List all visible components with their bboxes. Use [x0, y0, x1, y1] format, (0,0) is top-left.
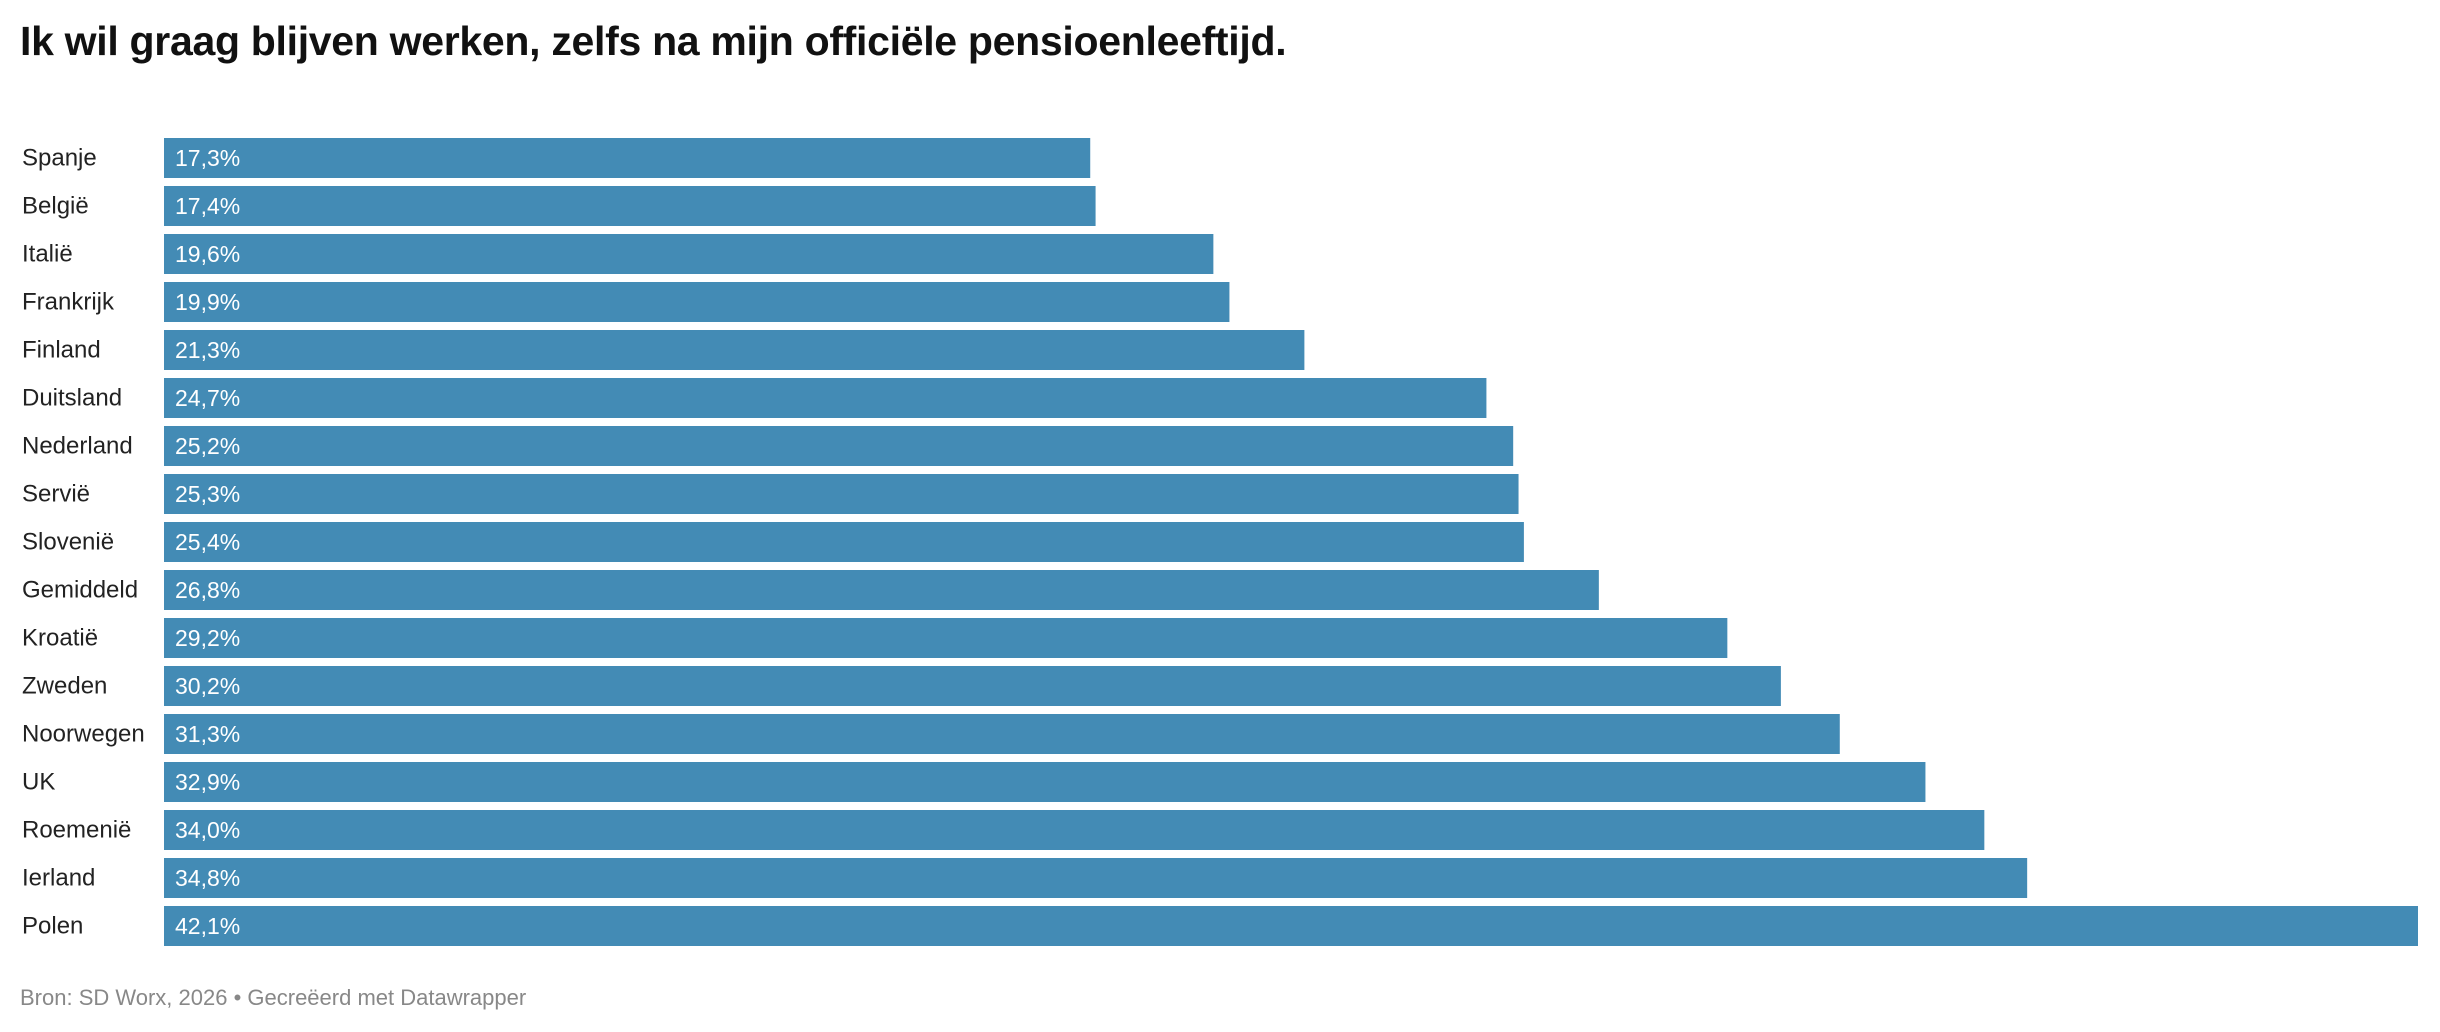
bar-row: Kroatië 29,2%: [22, 618, 1728, 658]
bar-row: Noorwegen 31,3%: [22, 714, 1840, 754]
value-label: 31,3%: [175, 721, 240, 747]
bar-row: Ierland 34,8%: [22, 858, 2028, 898]
value-label: 25,4%: [175, 529, 240, 555]
bar: [164, 378, 1487, 418]
category-label: Noorwegen: [22, 721, 145, 748]
value-label: 19,6%: [175, 241, 240, 267]
value-label: 19,9%: [175, 289, 240, 315]
value-label: 30,2%: [175, 673, 240, 699]
category-label: Nederland: [22, 433, 133, 460]
category-label: Roemenië: [22, 817, 131, 844]
bar: [164, 618, 1728, 658]
chart-title: Ik wil graag blijven werken, zelfs na mi…: [20, 18, 1287, 64]
bar-row: Frankrijk 19,9%: [22, 282, 1230, 322]
bar: [164, 282, 1230, 322]
bar: [164, 714, 1840, 754]
category-label: Ierland: [22, 865, 95, 892]
bar-row: Roemenië 34,0%: [22, 810, 1985, 850]
bar: [164, 186, 1096, 226]
bar-row: Servië 25,3%: [22, 474, 1519, 514]
bar: [164, 570, 1599, 610]
value-label: 25,2%: [175, 433, 240, 459]
category-label: Spanje: [22, 145, 97, 172]
category-label: Kroatië: [22, 625, 98, 652]
value-label: 34,8%: [175, 865, 240, 891]
bar-row: Gemiddeld 26,8%: [22, 570, 1599, 610]
value-label: 17,4%: [175, 193, 240, 219]
bar-row: Slovenië 25,4%: [22, 522, 1524, 562]
bar: [164, 810, 1985, 850]
category-label: Italië: [22, 241, 73, 268]
category-label: Frankrijk: [22, 289, 115, 316]
bar: [164, 234, 1214, 274]
value-label: 34,0%: [175, 817, 240, 843]
bar: [164, 426, 1514, 466]
category-label: Slovenië: [22, 529, 114, 556]
category-label: Servië: [22, 481, 90, 508]
bar-row: Duitsland 24,7%: [22, 378, 1487, 418]
bar: [164, 138, 1091, 178]
value-label: 29,2%: [175, 625, 240, 651]
bar: [164, 666, 1781, 706]
value-label: 17,3%: [175, 145, 240, 171]
value-label: 42,1%: [175, 913, 240, 939]
bar: [164, 858, 2028, 898]
bar-row: UK 32,9%: [22, 762, 1926, 802]
bar-row: Finland 21,3%: [22, 330, 1305, 370]
category-label: Duitsland: [22, 385, 122, 412]
value-label: 24,7%: [175, 385, 240, 411]
bar: [164, 906, 2418, 946]
value-label: 21,3%: [175, 337, 240, 363]
bar-row: Spanje 17,3%: [22, 138, 1091, 178]
bar: [164, 522, 1524, 562]
bar: [164, 330, 1305, 370]
value-label: 26,8%: [175, 577, 240, 603]
category-label: Finland: [22, 337, 101, 364]
value-label: 32,9%: [175, 769, 240, 795]
category-label: België: [22, 193, 89, 220]
bar: [164, 762, 1926, 802]
bar-row: Italië 19,6%: [22, 234, 1214, 274]
value-label: 25,3%: [175, 481, 240, 507]
bar-row: Nederland 25,2%: [22, 426, 1514, 466]
category-label: Polen: [22, 913, 83, 940]
bar: [164, 474, 1519, 514]
bar-row: België 17,4%: [22, 186, 1096, 226]
category-label: Zweden: [22, 673, 107, 700]
source-footer: Bron: SD Worx, 2026 • Gecreëerd met Data…: [20, 985, 527, 1010]
category-label: UK: [22, 769, 55, 796]
bar-row: Polen 42,1%: [22, 906, 2418, 946]
bar-row: Zweden 30,2%: [22, 666, 1781, 706]
category-label: Gemiddeld: [22, 577, 138, 604]
